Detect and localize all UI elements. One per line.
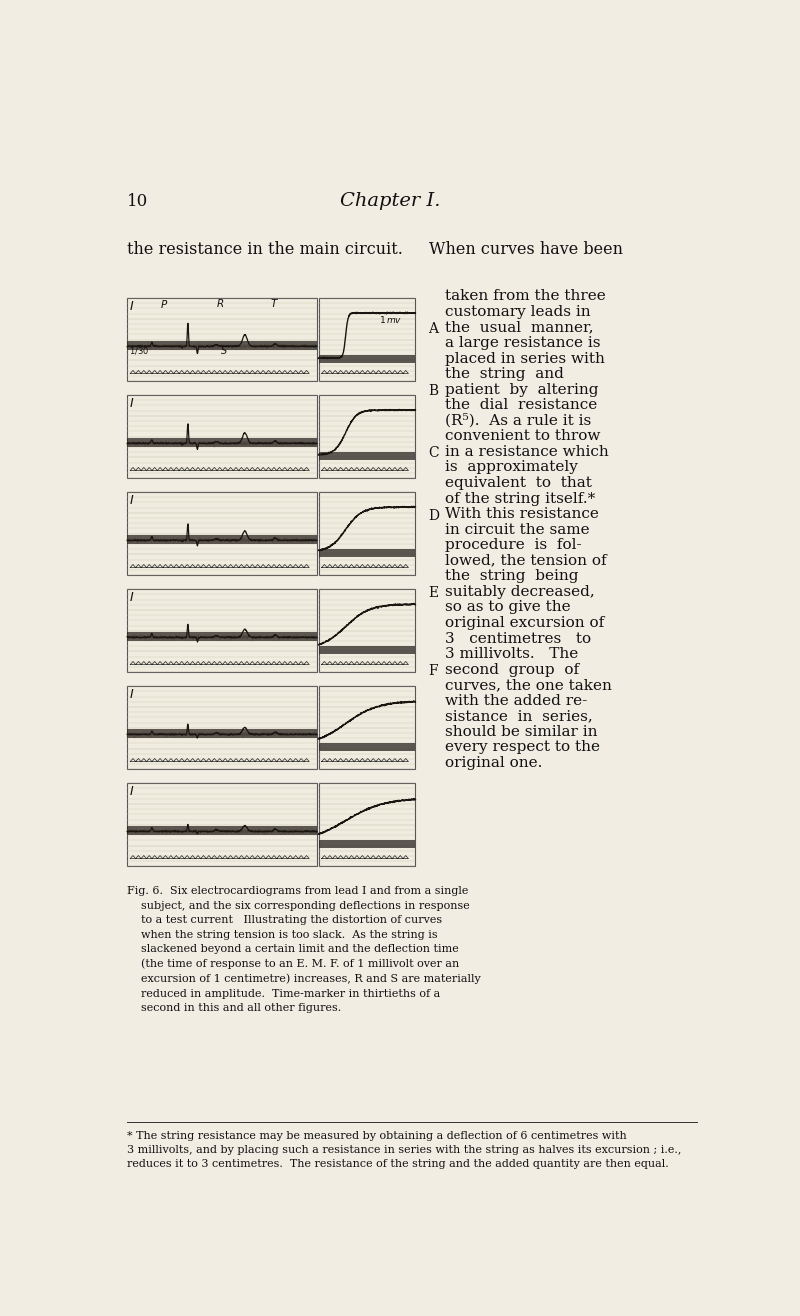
Text: the  dial  resistance: the dial resistance [445,399,597,412]
Text: 10: 10 [127,192,148,209]
Text: F: F [428,665,438,678]
Text: suitably decreased,: suitably decreased, [445,584,594,599]
Bar [318,451,415,461]
Text: taken from the three: taken from the three [445,290,606,304]
Text: $\mathit{1\,mv}$: $\mathit{1\,mv}$ [379,315,402,325]
Text: in circuit the same: in circuit the same [445,522,590,537]
Text: Fig. 6.  Six electrocardiograms from lead I and from a single
    subject, and t: Fig. 6. Six electrocardiograms from lead… [127,887,481,1013]
Text: original one.: original one. [445,755,542,770]
Text: $\mathit{R}$: $\mathit{R}$ [216,297,225,309]
Text: A: A [428,322,438,336]
Bar [318,297,415,382]
Text: placed in series with: placed in series with [445,351,605,366]
Text: Chapter I.: Chapter I. [340,192,441,209]
Text: $\mathit{I}$: $\mathit{I}$ [130,300,135,313]
Text: sistance  in  series,: sistance in series, [445,709,593,724]
Text: lowed, the tension of: lowed, the tension of [445,554,606,567]
Bar [318,783,415,866]
Text: With this resistance: With this resistance [445,507,598,521]
Text: C: C [428,446,438,461]
Text: should be similar in: should be similar in [445,725,598,738]
Text: with the added re-: with the added re- [445,694,587,708]
Bar [127,826,317,834]
Text: the  string  being: the string being [445,570,578,583]
Bar [127,341,317,350]
Bar [127,536,317,544]
Text: the resistance in the main circuit.: the resistance in the main circuit. [127,241,403,258]
Text: in a resistance which: in a resistance which [445,445,609,459]
Text: of the string itself.*: of the string itself.* [445,492,595,505]
Text: 3   centimetres   to: 3 centimetres to [445,632,591,646]
Text: so as to give the: so as to give the [445,600,570,615]
Text: equivalent  to  that: equivalent to that [445,476,592,490]
Bar [318,590,415,672]
Bar [127,633,317,641]
Text: $\mathit{I}$: $\mathit{I}$ [130,494,135,507]
Text: (R⁵).  As a rule it is: (R⁵). As a rule it is [445,413,591,428]
Bar [318,686,415,770]
Text: $\mathit{I}$: $\mathit{I}$ [130,784,135,797]
Text: the  string  and: the string and [445,367,564,382]
Text: patient  by  altering: patient by altering [445,383,598,396]
Text: procedure  is  fol-: procedure is fol- [445,538,582,553]
Text: $\mathit{I}$: $\mathit{I}$ [130,591,135,604]
Text: curves, the one taken: curves, the one taken [445,678,612,692]
Text: E: E [428,587,438,600]
Bar [318,492,415,575]
Text: 3 millivolts.   The: 3 millivolts. The [445,647,578,661]
Bar [318,354,415,363]
Text: B: B [428,384,438,399]
Bar [127,492,317,575]
Text: $\mathit{1/30}$: $\mathit{1/30}$ [130,345,150,357]
Text: When curves have been: When curves have been [429,241,622,258]
Bar [127,395,317,478]
Text: $\mathit{I}$: $\mathit{I}$ [130,688,135,700]
Text: a large resistance is: a large resistance is [445,336,600,350]
Bar [127,590,317,672]
Text: D: D [428,509,439,522]
Text: convenient to throw: convenient to throw [445,429,600,443]
Bar [127,438,317,446]
Text: * The string resistance may be measured by obtaining a deflection of 6 centimetr: * The string resistance may be measured … [127,1132,682,1169]
Text: every respect to the: every respect to the [445,741,600,754]
Bar [127,297,317,382]
Bar [318,549,415,557]
Bar [318,646,415,654]
Text: is  approximately: is approximately [445,461,578,475]
Bar [127,686,317,770]
Text: $\mathit{P}$: $\mathit{P}$ [160,297,168,311]
Text: $\mathit{I}$: $\mathit{I}$ [130,396,135,409]
Bar [318,742,415,751]
Bar [318,395,415,478]
Bar [318,840,415,848]
Text: second  group  of: second group of [445,663,579,676]
Text: $\mathit{S}$: $\mathit{S}$ [220,343,228,355]
Bar [127,783,317,866]
Text: original excursion of: original excursion of [445,616,604,630]
Text: the  usual  manner,: the usual manner, [445,321,594,334]
Text: $\mathit{T}$: $\mathit{T}$ [270,297,279,309]
Text: customary leads in: customary leads in [445,305,590,318]
Bar [127,729,317,738]
